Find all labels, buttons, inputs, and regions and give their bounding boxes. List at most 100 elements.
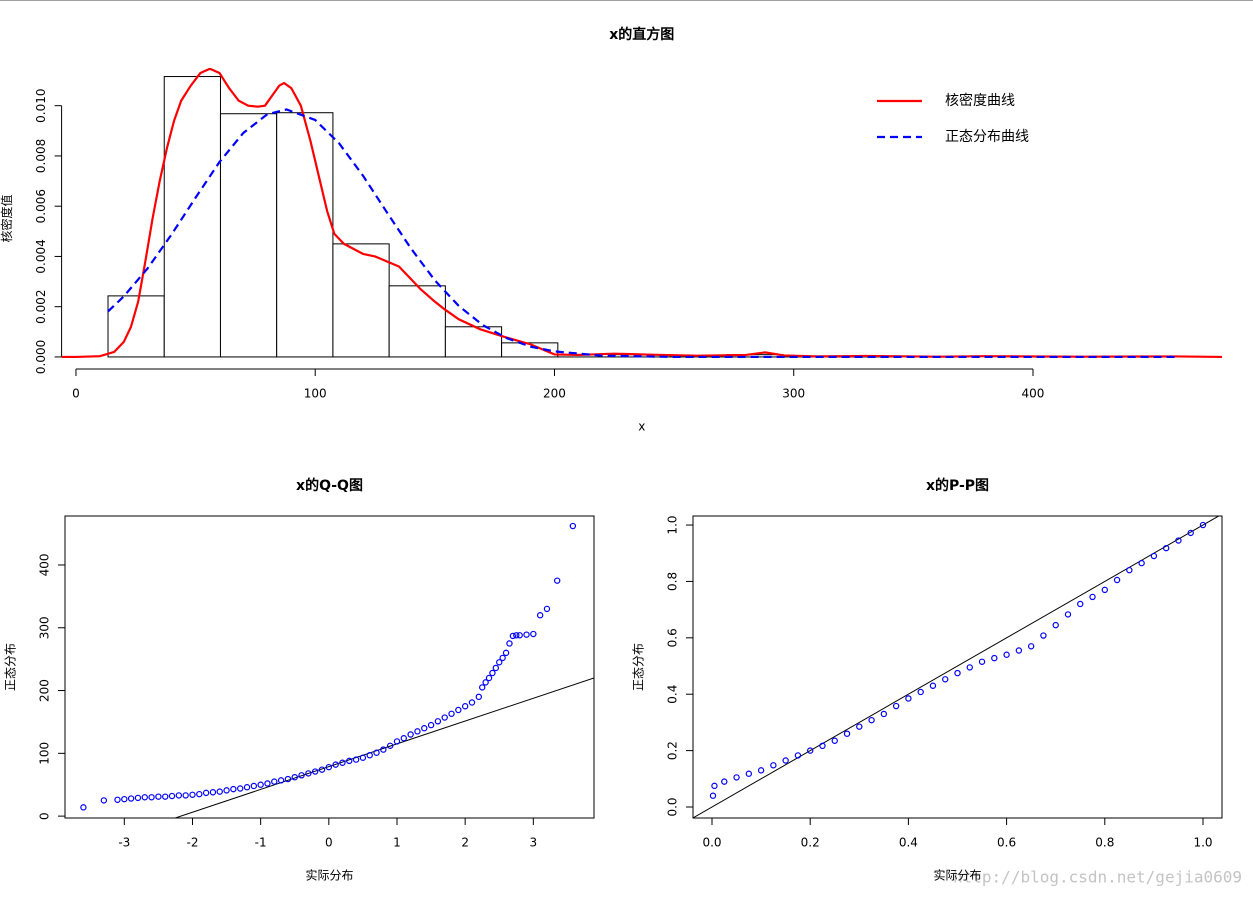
y-tick-label: 0 [38, 812, 52, 820]
scatter-point [905, 695, 912, 702]
histogram-bar [276, 112, 334, 358]
scatter-point [196, 790, 203, 798]
scatter-point [1040, 632, 1047, 639]
scatter-point [277, 777, 285, 784]
x-tick-label: 200 [543, 387, 566, 401]
scatter-point [189, 791, 196, 798]
scatter-point [182, 792, 189, 799]
scatter-point [1138, 559, 1145, 567]
x-axis-label: x [638, 420, 645, 434]
scatter-point [770, 762, 777, 769]
scatter-point [721, 778, 728, 785]
scatter-point [1199, 521, 1207, 529]
scatter-point [202, 789, 210, 797]
scatter-point [1064, 611, 1072, 618]
y-tick-label: 0.002 [34, 290, 48, 324]
scatter-point [400, 735, 408, 742]
x-tick-label: -2 [186, 836, 198, 850]
y-tick-label: 200 [38, 679, 52, 702]
scatter-point [782, 757, 789, 764]
scatter-point [366, 752, 373, 759]
y-tick-label: 0.008 [34, 139, 48, 173]
y-tick-label: 1.0 [666, 515, 680, 534]
x-tick-label: 0.6 [997, 836, 1016, 850]
x-axis-label: 实际分布 [305, 868, 353, 883]
chart-title: x的Q-Q图 [296, 477, 363, 494]
scatter-point [359, 754, 367, 761]
chart-title: x的直方图 [609, 26, 674, 43]
legend-label: 正态分布曲线 [945, 129, 1029, 145]
scatter-point [929, 682, 937, 689]
x-tick-label: -1 [255, 836, 267, 850]
scatter-point [536, 612, 544, 619]
x-tick-label: 400 [1022, 387, 1045, 401]
x-tick-label: 0 [325, 836, 333, 850]
scatter-point [807, 747, 814, 754]
histogram-bar [388, 285, 446, 358]
scatter-point [421, 725, 428, 732]
scatter-point [1052, 621, 1059, 629]
scatter-point [134, 794, 142, 802]
x-axis-label: 实际分布 [933, 868, 981, 883]
scatter-point [499, 654, 506, 662]
scatter-point [966, 664, 973, 671]
scatter-point [380, 746, 387, 753]
scatter-point [745, 770, 753, 777]
x-tick-label: 1 [393, 836, 401, 850]
plot-box [692, 515, 1223, 819]
curves [61, 68, 1223, 359]
scatter-point [114, 796, 121, 803]
scatter-point [479, 684, 486, 691]
histogram-bar [444, 326, 503, 358]
scatter-point [236, 785, 244, 792]
y-tick-label: 0.6 [666, 628, 680, 647]
scatter-point [733, 774, 740, 781]
scatter-point [1113, 576, 1121, 584]
chart: x的直方图 x 核密度值 0 100 200 300 400 0.000 0.002 0.004 0.… [0, 26, 1223, 434]
scatter-point [978, 658, 986, 665]
scatter-point [475, 693, 482, 701]
scatter-point [339, 759, 346, 766]
y-tick-label: 0.010 [34, 89, 48, 123]
scatter-point [121, 795, 128, 803]
scatter-point [1101, 586, 1108, 594]
scatter-point [155, 793, 162, 800]
scatter-point [414, 728, 421, 735]
scatter-point [346, 757, 353, 765]
scatter-point [393, 738, 401, 745]
scatter-point [1126, 566, 1133, 574]
scatter-point [427, 721, 435, 729]
scatter-point [141, 794, 148, 801]
scatter-point [868, 716, 875, 724]
x-tick-label: 300 [782, 387, 805, 401]
y-axis-label: 正态分布 [632, 643, 646, 691]
scatter-point [168, 792, 176, 800]
x-tick-label: 0.4 [899, 836, 918, 850]
scatter-point [553, 577, 561, 584]
scatter-point [1175, 537, 1182, 544]
scatter-point [892, 702, 900, 710]
scatter-point [311, 768, 319, 775]
scatter-point [100, 797, 108, 804]
reference [173, 677, 594, 818]
scatter-point [148, 794, 155, 801]
scatter-point [509, 632, 517, 640]
x-tick-label: 0.0 [702, 836, 721, 850]
scatter-point [1162, 544, 1170, 552]
scatter-point [230, 785, 237, 793]
y-axis-label: 正态分布 [4, 643, 18, 691]
scatter-point [386, 742, 394, 749]
scatter-point [127, 795, 135, 802]
scatter-point [80, 804, 87, 811]
scatter-point [291, 773, 298, 781]
scatter-point [243, 784, 251, 791]
watermark: http://blog.csdn.net/gejia0609 [953, 868, 1242, 887]
scatter-point [455, 706, 462, 714]
y-tick-label: 100 [38, 742, 52, 765]
x-tick-label: 0 [72, 387, 80, 401]
x-tick-label: 100 [304, 387, 327, 401]
scatter-point [991, 654, 998, 662]
scatter-point [1027, 643, 1035, 650]
